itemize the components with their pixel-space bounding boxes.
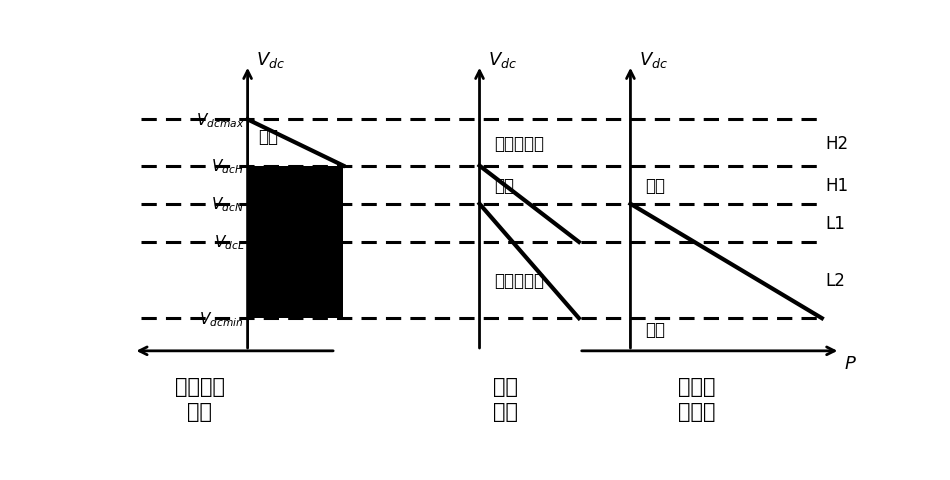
Text: 单元: 单元 (493, 401, 518, 421)
Text: 限流或待机: 限流或待机 (494, 134, 544, 152)
Text: $V_{dcL}$: $V_{dcL}$ (214, 233, 244, 252)
Text: 工作: 工作 (645, 320, 665, 338)
Text: $P$: $P$ (844, 354, 857, 372)
Text: 光伏发电: 光伏发电 (175, 376, 225, 396)
Text: $V_{dcN}$: $V_{dcN}$ (211, 195, 244, 214)
Text: L2: L2 (826, 272, 846, 289)
Text: $V_{dcH}$: $V_{dcH}$ (211, 157, 244, 176)
Text: $V_{dc}$: $V_{dc}$ (256, 50, 286, 70)
Text: L1: L1 (826, 215, 846, 232)
Text: H1: H1 (826, 176, 848, 194)
Text: 待机: 待机 (645, 176, 665, 194)
Text: 下垂: 下垂 (258, 127, 278, 145)
Text: 燃料电: 燃料电 (678, 376, 715, 396)
Text: 池单元: 池单元 (678, 401, 715, 421)
Text: H2: H2 (826, 134, 848, 152)
Bar (248, 166, 343, 319)
Text: $V_{dc}$: $V_{dc}$ (488, 50, 518, 70)
Text: $V_{dcmin}$: $V_{dcmin}$ (200, 309, 244, 328)
Text: 单元: 单元 (187, 401, 212, 421)
Text: $V_{dcmax}$: $V_{dcmax}$ (196, 111, 244, 130)
Text: 储能: 储能 (493, 376, 518, 396)
Text: 充电: 充电 (494, 176, 514, 194)
Text: MPPT  放电: MPPT 放电 (258, 215, 334, 232)
Text: 限流或待机: 限流或待机 (494, 272, 544, 289)
Text: $V_{dc}$: $V_{dc}$ (639, 50, 669, 70)
